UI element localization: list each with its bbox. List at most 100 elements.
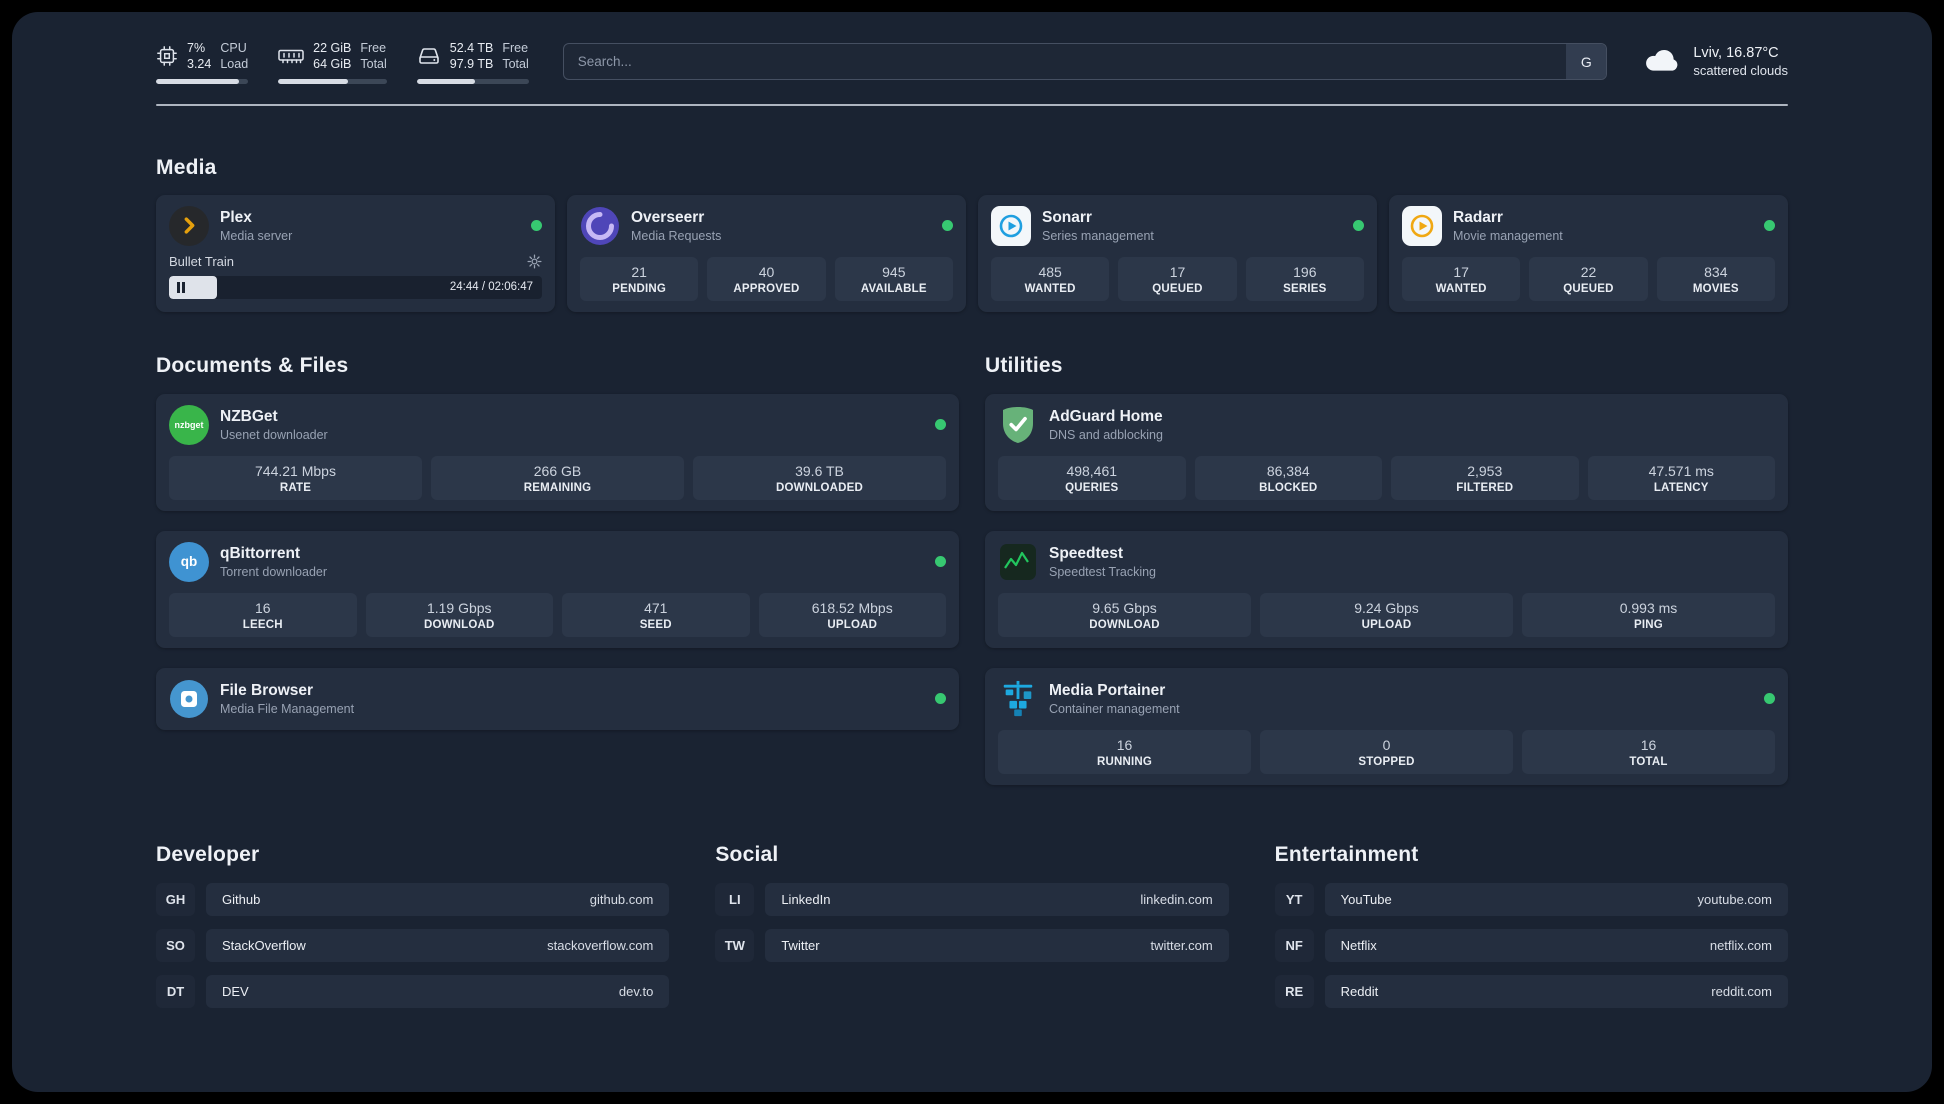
stat-box: 22 QUEUED [1529, 256, 1648, 301]
stat-box: 2,953 FILTERED [1391, 455, 1579, 500]
search-bar: G [562, 43, 1608, 81]
app-subtitle: Series management [1042, 228, 1154, 243]
app-subtitle: DNS and adblocking [1049, 427, 1163, 442]
bookmark-link-youtube[interactable]: YouTube youtube.com [1324, 882, 1788, 916]
cpu-load-label: Load [220, 57, 249, 72]
cpu-label: CPU [220, 41, 247, 55]
entertainment-section-title: Entertainment [1274, 842, 1419, 866]
app-subtitle: Media Requests [631, 228, 722, 243]
weather-condition: scattered clouds [1693, 63, 1788, 79]
stat-box: 0 STOPPED [1260, 729, 1513, 774]
weather-widget[interactable]: Lviv, 16.87°C scattered clouds [1643, 45, 1788, 78]
bookmark-abbr: NF [1274, 928, 1314, 962]
stat-box: 47.571 ms LATENCY [1587, 455, 1775, 500]
sonarr-card[interactable]: Sonarr Series management 485 WANTED 17 Q… [978, 194, 1377, 312]
stat-box: 471 SEED [562, 592, 750, 637]
radarr-card[interactable]: Radarr Movie management 17 WANTED 22 QUE… [1389, 194, 1788, 312]
stat-box: 266 GB REMAINING [431, 455, 684, 500]
speedtest-graph-icon [998, 542, 1038, 582]
app-subtitle: Torrent downloader [220, 564, 328, 579]
status-dot [531, 220, 542, 231]
filebrowser-icon [169, 679, 209, 719]
header-divider [156, 103, 1788, 106]
social-section-title: Social [715, 842, 779, 866]
search-engine-button[interactable]: G [1566, 44, 1607, 80]
bookmarks-social: Social LI LinkedIn linkedin.com TW Twitt… [715, 842, 1229, 1021]
bookmark-abbr: TW [715, 928, 755, 962]
stat-box: 834 MOVIES [1656, 256, 1775, 301]
ram-total-value: 64 GiB [313, 57, 352, 72]
media-section-title: Media [156, 155, 217, 179]
nzbget-icon: nzbget [169, 404, 209, 445]
stat-box: 16 RUNNING [998, 729, 1251, 774]
pause-icon[interactable] [177, 281, 185, 293]
status-dot [1764, 693, 1775, 704]
bookmark-abbr: GH [156, 882, 195, 916]
disk-total-label: Total [502, 57, 529, 72]
app-name: Plex [220, 208, 252, 226]
bookmarks-entertainment: Entertainment YT YouTube youtube.com NF … [1274, 842, 1788, 1021]
ram-total-label: Total [360, 57, 387, 72]
status-dot [935, 556, 946, 567]
overseerr-card[interactable]: Overseerr Media Requests 21 PENDING 40 A… [567, 194, 966, 312]
dashboard-content: 7% 3.24 CPU Load 22 GiB [156, 12, 1788, 1051]
utilities-section-title: Utilities [985, 353, 1063, 377]
qbittorrent-card[interactable]: qb qBittorrent Torrent downloader 16 LEE… [156, 530, 959, 648]
stat-box: 485 WANTED [991, 256, 1110, 301]
adguard-card[interactable]: AdGuard Home DNS and adblocking 498,461 … [985, 393, 1788, 511]
bookmark-link-dev[interactable]: DEV dev.to [206, 974, 670, 1008]
app-subtitle: Speedtest Tracking [1049, 564, 1157, 579]
main-columns: Documents & Files nzbget NZBGet Usenet d… [156, 354, 1788, 785]
app-name: File Browser [220, 681, 314, 699]
stat-box: 16 LEECH [169, 592, 357, 637]
ram-progress-bar [278, 78, 387, 84]
media-section: Media Plex Media server Bullet Train [156, 156, 1788, 312]
gear-icon[interactable] [527, 253, 542, 269]
bookmark-link-reddit[interactable]: Reddit reddit.com [1324, 974, 1788, 1008]
bookmark-link-stackoverflow[interactable]: StackOverflow stackoverflow.com [206, 928, 670, 962]
app-name: qBittorrent [220, 544, 301, 562]
bookmark-link-linkedin[interactable]: LinkedIn linkedin.com [765, 882, 1229, 916]
developer-section-title: Developer [156, 842, 260, 866]
bookmark-link-twitter[interactable]: Twitter twitter.com [765, 928, 1229, 962]
bookmark-row: TW Twitter twitter.com [715, 928, 1229, 962]
dashboard-window: 7% 3.24 CPU Load 22 GiB [12, 12, 1932, 1092]
speedtest-card[interactable]: Speedtest Speedtest Tracking 9.65 Gbps D… [985, 530, 1788, 648]
stat-box: 744.21 Mbps RATE [169, 455, 422, 500]
status-dot [935, 419, 946, 430]
app-subtitle: Container management [1049, 701, 1180, 716]
stat-box: 618.52 Mbps UPLOAD [758, 592, 946, 637]
cpu-chip-icon [156, 45, 178, 67]
disk-free-value: 52.4 TB [449, 41, 494, 55]
app-name: Media Portainer [1049, 681, 1166, 699]
status-dot [942, 220, 953, 231]
bookmark-link-github[interactable]: Github github.com [206, 882, 670, 916]
portainer-crane-icon [998, 679, 1038, 719]
ram-free-label: Free [360, 41, 387, 55]
stat-box: 21 PENDING [580, 256, 699, 301]
now-playing-title: Bullet Train [169, 253, 235, 269]
plex-card[interactable]: Plex Media server Bullet Train 24:44 / 0 [156, 194, 555, 312]
playback-time: 24:44 / 02:06:47 [449, 281, 533, 293]
filebrowser-card[interactable]: File Browser Media File Management [156, 667, 959, 730]
disk-free-label: Free [502, 41, 529, 55]
app-name: Overseerr [631, 208, 705, 226]
search-input[interactable] [562, 43, 1608, 81]
status-dot [1764, 220, 1775, 231]
app-name: Speedtest [1049, 544, 1124, 562]
ram-icon [278, 47, 304, 65]
stat-box: 17 QUEUED [1118, 256, 1237, 301]
app-name: Sonarr [1042, 208, 1092, 226]
bookmark-abbr: LI [715, 882, 755, 916]
sonarr-icon [991, 205, 1031, 246]
documents-column: Documents & Files nzbget NZBGet Usenet d… [156, 354, 959, 785]
disk-progress-bar [416, 78, 529, 84]
nzbget-card[interactable]: nzbget NZBGet Usenet downloader 744.21 M… [156, 393, 959, 511]
bookmarks-section: Developer GH Github github.com SO StackO… [156, 843, 1788, 1051]
playback-progress-bar[interactable]: 24:44 / 02:06:47 [169, 275, 542, 299]
bookmark-link-netflix[interactable]: Netflix netflix.com [1324, 928, 1788, 962]
status-dot [1353, 220, 1364, 231]
app-subtitle: Media File Management [220, 701, 355, 716]
stat-box: 9.24 Gbps UPLOAD [1260, 592, 1513, 637]
portainer-card[interactable]: Media Portainer Container management 16 … [985, 667, 1788, 785]
